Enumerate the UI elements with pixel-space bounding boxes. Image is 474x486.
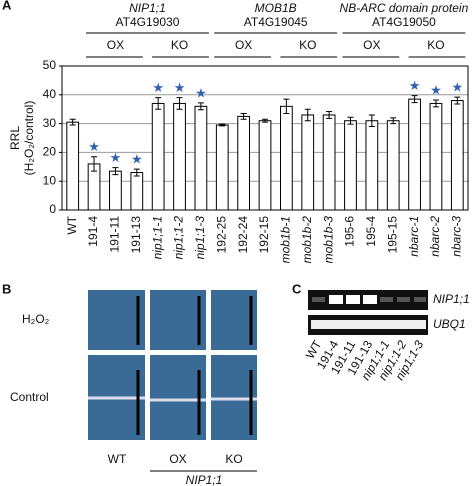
x-tick-label: 192-25: [214, 216, 228, 254]
x-tick-label: mob1b-2: [300, 216, 314, 264]
error-bar: [304, 108, 311, 122]
x-tick-label: nbarc-1: [407, 216, 421, 257]
significance-marker: ★: [195, 85, 207, 100]
x-tick-label: mob1b-1: [279, 216, 293, 263]
gene-label: NIP1;1: [186, 473, 223, 486]
gene-name: MOB1B: [255, 1, 297, 15]
band-label: NIP1;1: [433, 292, 470, 306]
error-bar: [347, 116, 354, 125]
x-tick-label: nip1;1-2: [172, 216, 186, 260]
significance-marker: ★: [451, 80, 463, 95]
bar: [408, 98, 421, 211]
x-tick-label: 191-4: [86, 216, 100, 247]
y-tick-label: 40: [43, 87, 57, 101]
locus-id: AT4G19050: [372, 15, 436, 29]
bar: [151, 102, 165, 211]
significance-marker: ★: [430, 82, 442, 97]
panel-label: C: [292, 281, 302, 296]
x-tick-label: 192-15: [257, 216, 271, 254]
bar: [237, 115, 251, 211]
bar: [130, 172, 144, 211]
error-bar: [411, 95, 418, 104]
bar: [258, 120, 272, 211]
bar: [215, 124, 229, 211]
x-tick-label: 195-6: [343, 216, 357, 247]
bar: [301, 114, 315, 211]
x-tick-label: 195-15: [385, 216, 399, 254]
error-bar: [155, 97, 162, 110]
y-tick-label: 50: [43, 58, 57, 72]
error-bar: [197, 102, 204, 111]
error-bar: [432, 99, 439, 108]
y-axis-label: RRL: [8, 126, 22, 150]
column-label: KO: [225, 452, 242, 466]
error-bar: [91, 156, 98, 172]
error-bar: [368, 114, 375, 127]
x-tick-label: nip1;1-1: [150, 216, 164, 259]
significance-marker: ★: [110, 150, 122, 165]
panel-label: A: [2, 0, 12, 12]
panel-label: B: [2, 281, 11, 296]
error-bar: [112, 167, 119, 176]
bar: [66, 121, 80, 211]
x-tick-label: 192-24: [236, 216, 250, 254]
y-tick-label: 0: [49, 202, 56, 216]
error-bar: [262, 118, 268, 123]
gene-name: NB-ARC domain protein: [340, 1, 469, 15]
bar: [450, 100, 464, 211]
error-bar: [454, 96, 461, 105]
ox-label: OX: [235, 38, 252, 52]
locus-id: AT4G19045: [244, 15, 308, 29]
error-bar: [326, 111, 333, 119]
significance-marker: ★: [88, 139, 100, 154]
significance-marker: ★: [409, 78, 421, 93]
error-bar: [176, 97, 183, 110]
error-bar: [69, 118, 76, 126]
bar: [194, 105, 208, 211]
x-tick-label: WT: [65, 215, 79, 234]
x-tick-label: nbarc-2: [428, 216, 442, 257]
significance-marker: ★: [152, 80, 164, 95]
ox-label: OX: [363, 38, 380, 52]
x-tick-label: mob1b-3: [321, 216, 335, 264]
bar: [173, 102, 186, 211]
row-label: Control: [10, 390, 49, 404]
ox-label: OX: [107, 38, 124, 52]
band-label: UBQ1: [433, 317, 466, 331]
error-bar: [133, 168, 140, 177]
y-tick-label: 20: [43, 145, 57, 159]
error-bar: [219, 123, 226, 127]
gel: [308, 290, 428, 335]
ko-label: KO: [427, 38, 444, 52]
y-axis-label: (H₂O₂/control): [22, 101, 36, 176]
y-tick-label: 10: [43, 173, 57, 187]
significance-marker: ★: [174, 80, 186, 95]
error-bar: [240, 113, 247, 120]
seedling-photos: [88, 290, 257, 440]
column-label: OX: [169, 452, 186, 466]
x-tick-label: 191-11: [108, 216, 122, 253]
bar: [429, 102, 443, 211]
error-bar: [283, 98, 290, 115]
bar: [365, 120, 379, 211]
bar: [109, 170, 122, 211]
locus-id: AT4G19030: [116, 15, 180, 29]
x-tick-label: nbarc-3: [449, 216, 463, 257]
row-label: H₂O₂: [22, 312, 50, 326]
bar: [344, 120, 357, 211]
y-tick-label: 30: [43, 116, 57, 130]
bar: [279, 105, 293, 211]
bar: [386, 120, 400, 211]
bar: [322, 114, 336, 211]
ko-label: KO: [299, 38, 316, 52]
column-label: WT: [108, 452, 127, 466]
x-tick-label: nip1;1-3: [193, 216, 207, 260]
error-bar: [390, 117, 397, 125]
x-tick-label: 195-4: [364, 216, 378, 247]
ko-label: KO: [171, 38, 188, 52]
gene-name: NIP1;1: [129, 1, 166, 15]
significance-marker: ★: [131, 152, 143, 167]
x-tick-label: 191-13: [129, 216, 143, 254]
